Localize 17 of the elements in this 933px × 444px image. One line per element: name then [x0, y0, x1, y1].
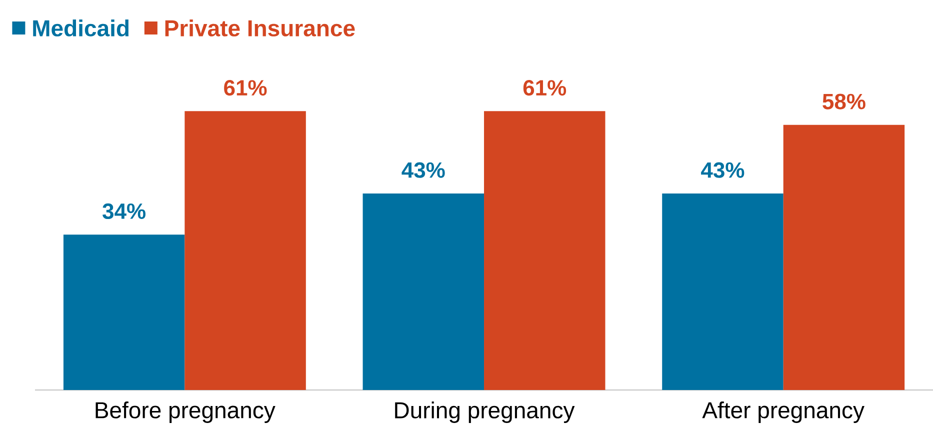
- bar: [484, 111, 606, 390]
- data-label: 34%: [102, 203, 146, 220]
- data-label: 43%: [701, 162, 744, 178]
- data-label: 61%: [523, 80, 566, 96]
- bar: [662, 193, 784, 390]
- legend-label: Private Insurance: [165, 20, 355, 36]
- x-tick-label: Before pregnancy: [96, 402, 276, 423]
- bar: [783, 124, 905, 390]
- x-tick-label: After pregnancy: [702, 402, 864, 423]
- data-label: 58%: [822, 94, 866, 110]
- data-label: 61%: [224, 80, 267, 96]
- bar: [184, 111, 306, 390]
- bar: [362, 193, 484, 390]
- x-tick-label: During pregnancy: [395, 402, 575, 423]
- data-label: 43%: [402, 162, 445, 178]
- legend-label: Medicaid: [33, 20, 128, 36]
- bar: [63, 234, 185, 390]
